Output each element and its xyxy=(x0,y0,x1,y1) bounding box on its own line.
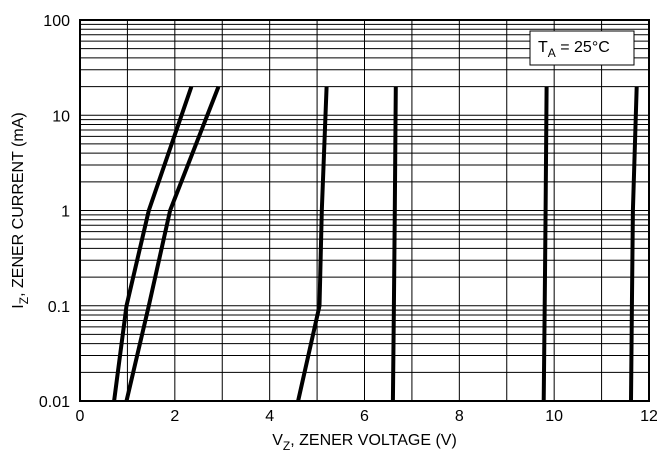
series-line-2 xyxy=(124,85,221,402)
x-tick-label: 2 xyxy=(170,408,179,425)
annotation-box xyxy=(529,30,635,66)
series-line-1 xyxy=(112,85,194,402)
annotation-text: TA = 25°C xyxy=(538,39,610,60)
y-tick-label: 0.01 xyxy=(39,394,70,411)
series-line-3 xyxy=(296,86,329,402)
annotation-sub: A xyxy=(548,46,556,60)
chart-series xyxy=(112,85,639,402)
y-axis-label-sub: Z xyxy=(17,297,31,304)
y-tick-label: 0.1 xyxy=(48,299,70,316)
x-tick-label: 4 xyxy=(265,408,274,425)
annotation-rest: = 25°C xyxy=(556,39,610,56)
series-line-6 xyxy=(629,86,639,402)
chart-grid xyxy=(79,20,650,402)
x-tick-label: 10 xyxy=(545,408,563,425)
chart-tick-labels: 0 2 4 6 8 10 12 0.01 0.1 1 10 100 xyxy=(39,13,657,425)
y-axis-label: IZ, ZENER CURRENT (mA) xyxy=(10,112,31,308)
x-tick-label: 6 xyxy=(360,408,369,425)
y-tick-label: 100 xyxy=(43,13,70,30)
series-line-5 xyxy=(541,86,549,402)
plot-frame xyxy=(79,19,650,402)
x-axis-label-sub: Z xyxy=(283,439,290,453)
x-tick-label: 0 xyxy=(76,408,85,425)
x-tick-label: 12 xyxy=(640,408,657,425)
y-tick-label: 1 xyxy=(61,204,70,221)
x-axis-label: VZ, ZENER VOLTAGE (V) xyxy=(272,432,457,453)
temperature-annotation: TA = 25°C xyxy=(529,30,635,66)
series-line-4 xyxy=(390,86,398,402)
y-tick-label: 10 xyxy=(52,108,70,125)
y-axis-label-main: I xyxy=(10,304,27,308)
annotation-main: T xyxy=(538,39,548,56)
x-axis-label-rest: , ZENER VOLTAGE (V) xyxy=(290,432,457,449)
x-tick-label: 8 xyxy=(455,408,464,425)
x-axis-label-main: V xyxy=(272,432,283,449)
y-axis-label-rest: , ZENER CURRENT (mA) xyxy=(10,112,27,297)
